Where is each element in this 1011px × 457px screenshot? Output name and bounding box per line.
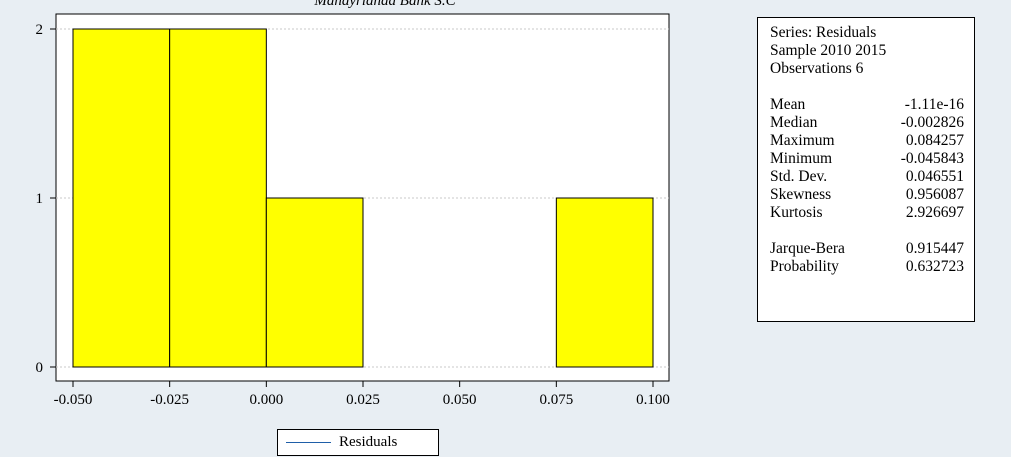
stats-value: 0.632723 (905, 258, 964, 275)
y-tick-label: 0 (36, 360, 44, 376)
chart-title: Mandyríanaa Bank S.C (313, 0, 456, 9)
stats-label: Kurtosis (770, 204, 823, 221)
stats-spacer (770, 78, 974, 96)
stats-value: -0.002826 (900, 114, 964, 131)
stats-row-minimum: Minimum -0.045843 (770, 150, 974, 168)
stats-row-maximum: Maximum 0.084257 (770, 132, 974, 150)
stats-label: Mean (770, 96, 806, 113)
legend-line-swatch (286, 442, 331, 443)
stats-value: -0.045843 (900, 150, 964, 167)
stats-row-jarque-bera: Jarque-Bera 0.915447 (770, 240, 974, 258)
stats-row-skewness: Skewness 0.956087 (770, 186, 974, 204)
stats-observations: Observations 6 (770, 60, 864, 77)
stats-rows: Mean -1.11e-16 Median -0.002826 Maximum 0.084… (770, 96, 974, 222)
stats-label: Jarque-Bera (770, 240, 845, 257)
stats-sample: Sample 2010 2015 (770, 42, 887, 59)
stats-value: 2.926697 (905, 204, 964, 221)
y-axis: 0 1 2 (36, 22, 56, 376)
histogram-bar (265, 197, 364, 368)
x-tick-label: 0.025 (346, 392, 380, 408)
x-axis: -0.050 -0.025 0.000 0.025 0.050 0.075 0.100 (54, 381, 670, 408)
histogram-bar (169, 28, 267, 368)
stats-row-kurtosis: Kurtosis 2.926697 (770, 204, 974, 222)
stats-label: Minimum (770, 150, 833, 167)
stats-row-std-dev: Std. Dev. 0.046551 (770, 168, 974, 186)
stats-label: Skewness (770, 186, 832, 203)
stats-series: Series: Residuals (770, 24, 877, 41)
x-tick-label: 0.050 (443, 392, 477, 408)
stats-row-mean: Mean -1.11e-16 (770, 96, 974, 114)
histogram-bar (72, 28, 171, 368)
stats-spacer (770, 222, 974, 240)
chart-legend: Residuals (277, 429, 439, 456)
stats-label: Probability (770, 258, 839, 275)
x-tick-label: 0.075 (539, 392, 573, 408)
stats-value: 0.915447 (905, 240, 964, 257)
summary-statistics-box: Series: Residuals Sample 2010 2015 Obser… (757, 17, 975, 322)
stats-value: -1.11e-16 (904, 96, 964, 113)
x-tick-label: -0.025 (150, 392, 189, 408)
stats-label: Maximum (770, 132, 835, 149)
stats-value: 0.084257 (905, 132, 964, 149)
stats-row-median: Median -0.002826 (770, 114, 974, 132)
stats-row-probability: Probability 0.632723 (770, 258, 974, 276)
y-tick-label: 1 (36, 191, 44, 207)
legend-label: Residuals (339, 434, 398, 450)
stats-value: 0.046551 (905, 168, 964, 185)
stats-label: Median (770, 114, 818, 131)
stats-value: 0.956087 (905, 186, 964, 203)
x-tick-label: 0.100 (636, 392, 670, 408)
histogram-bar (555, 197, 654, 368)
y-tick-label: 2 (36, 22, 44, 38)
bars (72, 28, 654, 368)
x-tick-label: 0.000 (249, 392, 283, 408)
stats-tests: Jarque-Bera 0.915447 Probability 0.632723 (770, 240, 974, 276)
stats-label: Std. Dev. (770, 168, 828, 185)
x-tick-label: -0.050 (54, 392, 93, 408)
